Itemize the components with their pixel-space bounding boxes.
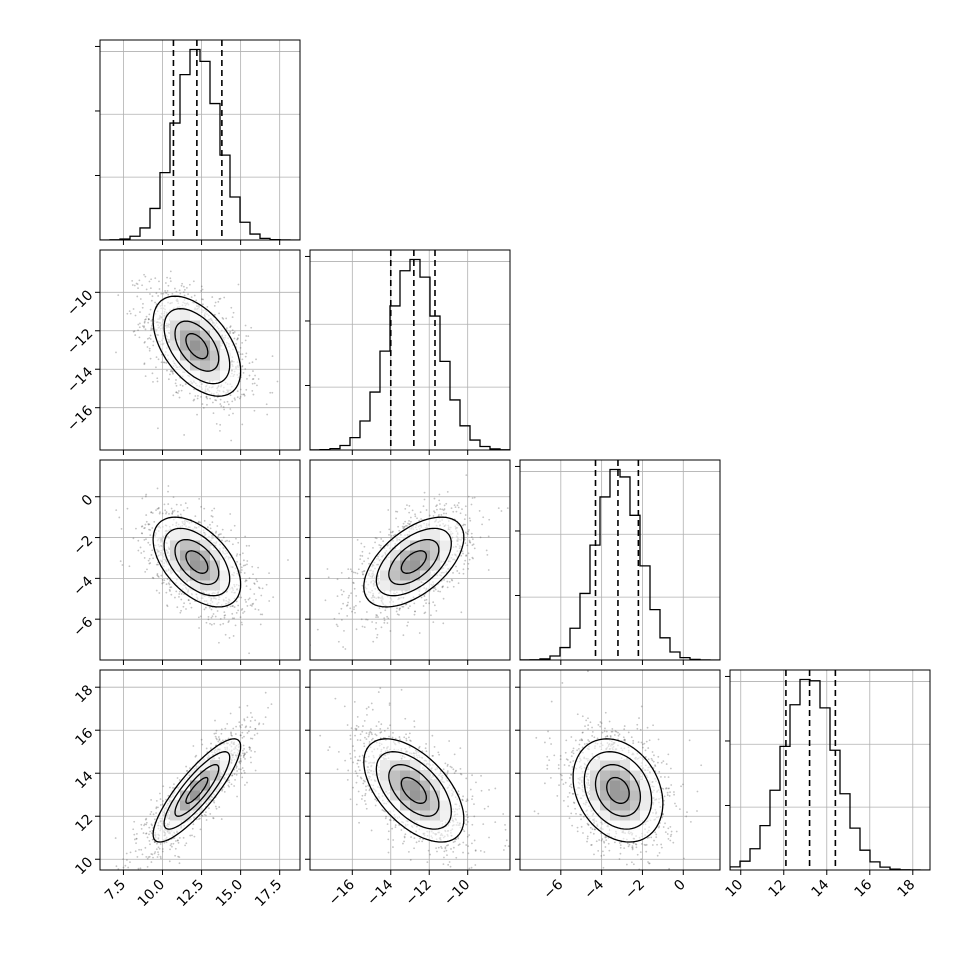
x-tick-label: 16	[852, 877, 876, 901]
contours	[152, 295, 242, 397]
hist-panel-3: 10 12 14 16 18	[722, 669, 931, 901]
histogram-step	[310, 258, 510, 450]
contour-level-2	[163, 527, 231, 597]
x-tick-label: 7.5	[102, 877, 129, 904]
y-tick-label: 12	[72, 811, 96, 835]
grid	[310, 250, 510, 450]
hist-panel-0	[95, 39, 301, 245]
y-tick-label: −4	[70, 573, 96, 599]
scatter-panel-2-0: −6 −4 −2 0	[70, 459, 301, 665]
x-tick-label: −2	[622, 877, 648, 903]
scatter-panel-3-1: −16 −14 −12 −10	[305, 669, 511, 909]
y-tick-label: 14	[72, 768, 96, 792]
contour-level-0	[185, 333, 209, 360]
axes-frame	[729, 669, 931, 871]
y-tick-label: −6	[70, 614, 96, 640]
axes-frame	[99, 459, 301, 661]
axes-frame	[99, 249, 301, 451]
scatter-panel-2-1	[305, 459, 511, 665]
contours	[152, 516, 242, 608]
contour-level-3	[152, 738, 242, 843]
y-tick-label: 18	[72, 682, 96, 706]
contour-level-0	[400, 776, 427, 804]
contour-level-2	[163, 308, 231, 385]
x-tick-label: 15.0	[213, 877, 246, 910]
axes-frame	[309, 249, 511, 451]
axes-frame	[99, 669, 301, 871]
contour-level-3	[363, 738, 465, 843]
x-tick-label: 12.5	[174, 877, 207, 910]
x-tick-label: 18	[895, 877, 919, 901]
axes-frame	[309, 459, 511, 661]
histogram-step	[520, 468, 720, 660]
contour-level-2	[163, 751, 231, 830]
contour-level-0	[400, 550, 427, 574]
scatter-panel-3-0: 7.5 10.0 12.5 15.0 17.5 10 12 14 16 18	[72, 669, 301, 910]
x-tick-label: 10	[722, 877, 746, 901]
axes-frame	[309, 669, 511, 871]
y-tick-label: 10	[72, 854, 96, 878]
grid	[100, 40, 300, 240]
histogram-step	[730, 678, 930, 870]
contour-level-3	[572, 738, 664, 843]
y-tick-label: −16	[64, 403, 96, 435]
contour-level-3	[363, 516, 465, 608]
contours	[572, 738, 664, 843]
x-tick-label: −10	[441, 877, 473, 909]
y-tick-label: −10	[64, 287, 96, 319]
x-tick-label: 17.5	[252, 877, 285, 910]
scatter-panel-1-0: −16 −14 −12 −10	[64, 249, 301, 455]
contour-level-2	[375, 751, 452, 830]
contour-level-3	[152, 516, 242, 608]
y-tick-label: −14	[64, 364, 96, 396]
contour-level-0	[185, 776, 209, 804]
contour-level-1	[174, 763, 220, 817]
axes-frame	[99, 39, 301, 241]
scatter-panel-3-2: −6 −4 −2 0	[515, 669, 721, 903]
x-tick-label: 0	[671, 877, 689, 895]
contour-level-1	[174, 538, 220, 586]
x-tick-label: 12	[766, 877, 790, 901]
x-tick-label: 10.0	[135, 877, 168, 910]
contour-level-1	[388, 538, 440, 586]
contour-level-1	[594, 763, 642, 817]
x-tick-label: −4	[581, 877, 607, 903]
contours	[152, 738, 242, 843]
grid	[520, 460, 720, 660]
x-tick-label: 14	[809, 877, 833, 901]
hist-panel-2	[515, 459, 721, 665]
contour-level-3	[152, 295, 242, 397]
contour-level-2	[583, 751, 653, 830]
x-tick-label: −12	[403, 877, 435, 909]
contour-level-1	[174, 320, 220, 372]
contour-level-0	[606, 776, 630, 804]
axes-frame	[519, 459, 721, 661]
hist-panel-1	[305, 249, 511, 455]
contour-level-0	[185, 550, 209, 574]
contour-level-1	[388, 763, 440, 817]
y-tick-label: 0	[79, 492, 97, 510]
axes-frame	[519, 669, 721, 871]
x-tick-label: −16	[326, 877, 358, 909]
contours	[363, 738, 465, 843]
contour-level-2	[375, 527, 452, 597]
contours	[363, 516, 465, 608]
x-tick-label: −14	[364, 877, 396, 909]
y-tick-label: −2	[70, 533, 96, 559]
histogram-step	[100, 48, 300, 240]
y-tick-label: 16	[72, 725, 96, 749]
x-tick-label: −6	[541, 877, 567, 903]
y-tick-label: −12	[64, 326, 96, 358]
